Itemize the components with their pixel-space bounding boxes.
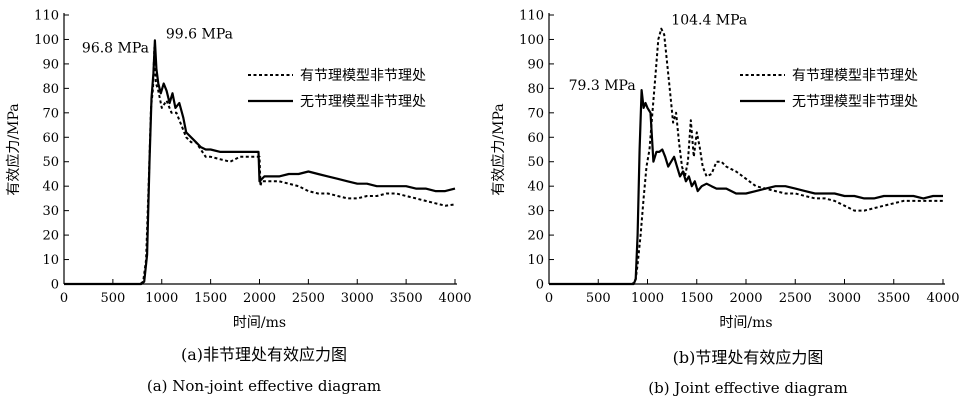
y-tick-label: 30 xyxy=(42,204,59,219)
series-line-jointed-model xyxy=(549,27,943,285)
x-tick-label: 2000 xyxy=(243,291,276,306)
y-tick-label: 70 xyxy=(42,106,59,121)
y-tick-label: 60 xyxy=(527,131,544,146)
y-tick-label: 0 xyxy=(51,278,59,293)
legend-label: 有节理模型非节理处 xyxy=(792,68,918,84)
y-tick-label: 40 xyxy=(527,180,544,195)
peak-annotation: 79.3 MPa xyxy=(569,78,636,94)
legend-label: 无节理模型非节理处 xyxy=(300,94,426,110)
y-tick-label: 10 xyxy=(527,253,544,268)
y-tick-label: 0 xyxy=(536,278,544,293)
x-tick-label: 2500 xyxy=(292,291,325,306)
chart-a: 10 20 30 40 50 60 70 80 90 100 110 0 500 1000 1500 2000… xyxy=(5,9,472,396)
peak-annotation: 96.8 MPa xyxy=(82,40,149,56)
legend-label: 无节理模型非节理处 xyxy=(792,94,918,110)
x-tick-label: 500 xyxy=(586,291,611,306)
y-tick-label: 110 xyxy=(34,9,59,24)
x-axis-label: 时间/ms xyxy=(233,315,286,331)
caption-zh: (a)非节理处有效应力图 xyxy=(181,345,347,364)
series-line-unjointed-model xyxy=(549,89,943,286)
peak-annotation: 104.4 MPa xyxy=(671,13,747,29)
x-tick-label: 1500 xyxy=(194,291,227,306)
caption-zh: (b)节理处有效应力图 xyxy=(673,348,824,367)
peak-annotation: 99.6 MPa xyxy=(166,26,233,42)
x-tick-label: 3500 xyxy=(390,291,423,306)
y-tick-label: 110 xyxy=(519,9,544,24)
x-tick-label: 3500 xyxy=(877,291,910,306)
y-tick-label: 100 xyxy=(34,33,59,48)
x-tick-label: 1000 xyxy=(631,291,664,306)
y-tick-label: 70 xyxy=(527,106,544,121)
x-tick-label: 3000 xyxy=(828,291,861,306)
x-axis-label: 时间/ms xyxy=(719,315,772,331)
y-tick-label: 60 xyxy=(42,131,59,146)
x-tick-label: 1000 xyxy=(145,291,178,306)
y-tick-label: 20 xyxy=(42,229,59,244)
y-axis-label: 有效应力/MPa xyxy=(490,103,507,195)
y-tick-label: 90 xyxy=(527,57,544,72)
y-tick-label: 80 xyxy=(42,82,59,97)
caption-en: (b) Joint effective diagram xyxy=(648,379,847,397)
y-tick-label: 40 xyxy=(42,180,59,195)
y-tick-label: 50 xyxy=(527,155,544,170)
series-line-unjointed-model xyxy=(64,39,456,286)
y-axis-label: 有效应力/MPa xyxy=(5,103,22,195)
x-tick-label: 4000 xyxy=(438,291,471,306)
x-tick-label: 3000 xyxy=(341,291,374,306)
chart-b: 10 20 30 40 50 60 70 80 90 100 110 0 500 1000 1500 2000… xyxy=(490,9,960,398)
y-tick-label: 50 xyxy=(42,155,59,170)
x-tick-label: 0 xyxy=(60,291,68,306)
x-tick-label: 2000 xyxy=(729,291,762,306)
y-tick-label: 80 xyxy=(527,82,544,97)
x-tick-label: 1500 xyxy=(680,291,713,306)
x-tick-label: 4000 xyxy=(926,291,959,306)
y-tick-label: 20 xyxy=(527,229,544,244)
y-tick-label: 10 xyxy=(42,253,59,268)
x-tick-label: 0 xyxy=(545,291,553,306)
y-tick-label: 30 xyxy=(527,204,544,219)
x-tick-label: 2500 xyxy=(779,291,812,306)
y-tick-label: 100 xyxy=(519,33,544,48)
y-tick-label: 90 xyxy=(42,57,59,72)
legend-label: 有节理模型非节理处 xyxy=(300,68,426,84)
x-tick-label: 500 xyxy=(100,291,125,306)
caption-en: (a) Non-joint effective diagram xyxy=(147,377,381,395)
